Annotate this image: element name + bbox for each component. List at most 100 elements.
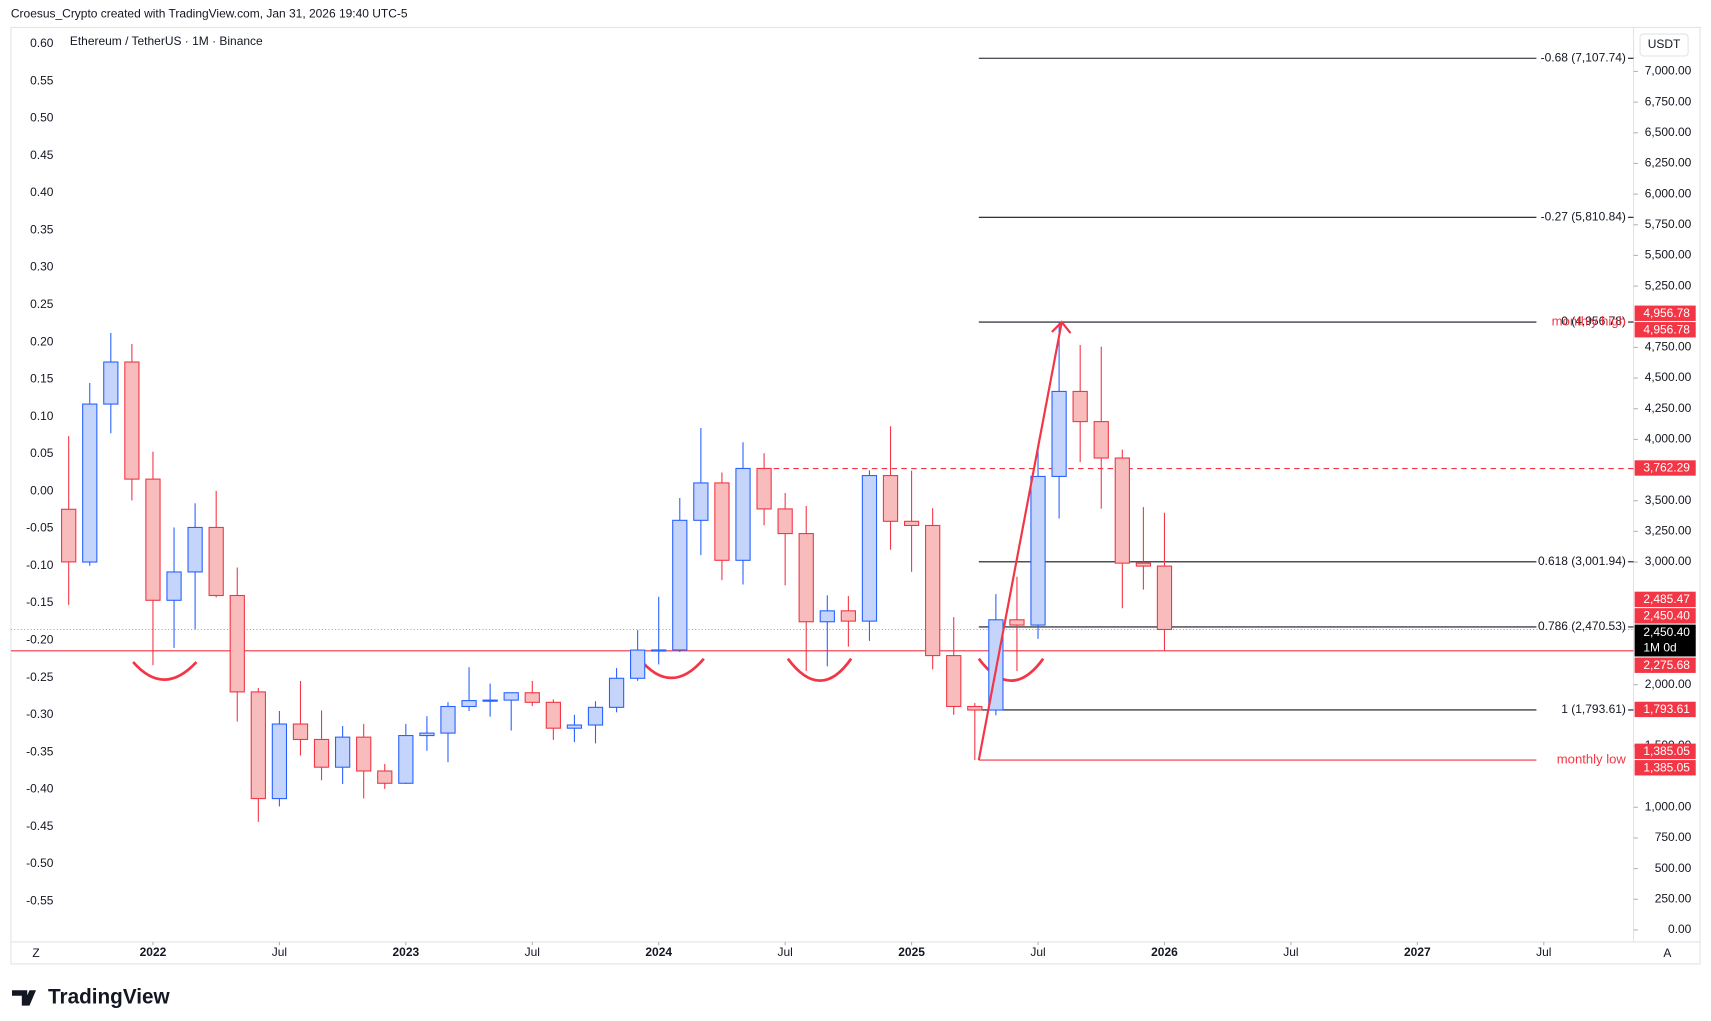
candle: [103, 332, 119, 434]
trend-arrow: [977, 321, 1063, 761]
candle-body: [461, 700, 477, 708]
y-tick-label: 250.00: [1655, 891, 1692, 905]
x-tick-label: Jul: [1030, 945, 1045, 959]
x-tick-label: 2026: [1151, 945, 1178, 959]
candle-body: [292, 723, 309, 741]
candle-body: [714, 482, 730, 561]
candle: [693, 427, 709, 556]
candle-body: [166, 571, 182, 601]
candle-body: [250, 691, 266, 800]
candle: [882, 426, 899, 550]
candle-body: [503, 692, 519, 701]
candle: [503, 692, 519, 731]
price-label: 1,385.05: [1643, 760, 1690, 774]
candle: [566, 714, 583, 743]
fib-label: -0.27 (5,810.84): [1541, 209, 1626, 223]
candle: [461, 667, 477, 712]
price-label-box: [1634, 322, 1696, 338]
price-label-box: [1634, 591, 1696, 608]
candle: [967, 703, 983, 761]
y-tick-label: 750.00: [1655, 830, 1692, 844]
candle-body: [840, 610, 857, 622]
candle-body: [356, 736, 372, 772]
x-tick-label: Jul: [1283, 945, 1298, 959]
arrow-head: [1051, 320, 1072, 334]
candle: [82, 382, 98, 566]
candle: [187, 503, 203, 630]
smile-markers: [132, 657, 1045, 683]
x-tick-label: Jul: [272, 945, 287, 959]
y-tick-label: 5,500.00: [1645, 248, 1692, 262]
fib-label: -0.68 (7,107.74): [1541, 50, 1626, 64]
candle: [587, 701, 604, 744]
price-label: 4,956.78: [1643, 306, 1690, 320]
candle: [630, 630, 646, 681]
candle: [292, 680, 309, 756]
x-tick-label: Jul: [1536, 945, 1551, 959]
annotation-label: monthly low: [1557, 752, 1627, 767]
candle: [398, 723, 414, 784]
y2-tick-label: 0.15: [30, 372, 54, 386]
candle-body: [271, 723, 288, 800]
candle-body: [229, 594, 245, 693]
price-label-box: [1634, 701, 1696, 718]
price-label: 3,762.29: [1643, 461, 1690, 475]
y2-tick-label: -0.30: [26, 707, 54, 721]
y-tick-label: 4,250.00: [1645, 401, 1692, 415]
candle-body: [524, 692, 540, 703]
price-label: 2,450.40: [1643, 609, 1690, 623]
candle-body: [903, 520, 920, 527]
price-label-box: [1634, 657, 1696, 673]
scale-button[interactable]: A: [1663, 946, 1671, 960]
logo-icon: [12, 990, 37, 1006]
price-label: 2,485.47: [1643, 592, 1690, 606]
candle: [672, 498, 688, 653]
candle: [925, 508, 941, 670]
smile-arc: [786, 657, 853, 683]
candle-body: [545, 701, 561, 729]
y-tick-label: 4,750.00: [1645, 340, 1692, 354]
candle: [208, 490, 224, 598]
price-label: 4,956.78: [1643, 322, 1690, 336]
price-label: 1,793.61: [1643, 702, 1690, 716]
candle: [545, 699, 561, 740]
y-tick-label: 5,750.00: [1645, 217, 1692, 231]
annotation-label: monthly high: [1552, 313, 1626, 328]
candle-body: [819, 610, 835, 623]
candle-body: [946, 655, 962, 708]
candle-body: [187, 526, 203, 573]
y2-tick-label: 0.55: [30, 73, 54, 87]
candle: [250, 687, 266, 822]
candle: [229, 567, 245, 722]
candle-body: [313, 738, 330, 768]
candle: [1009, 576, 1025, 672]
candle: [777, 492, 793, 586]
y-tick-label: 4,500.00: [1645, 370, 1692, 384]
x-tick-label: 2024: [645, 945, 672, 959]
y2-tick-label: -0.25: [26, 670, 54, 684]
y-tick-label: 3,250.00: [1645, 524, 1692, 538]
currency[interactable]: USDT: [1648, 37, 1681, 51]
candle: [124, 343, 140, 501]
candle: [1051, 322, 1067, 519]
candle: [166, 527, 182, 648]
candle-body: [124, 361, 140, 480]
scale-button[interactable]: Z: [32, 946, 39, 960]
candle: [356, 723, 372, 799]
candle: [608, 668, 625, 713]
y2-tick-label: -0.45: [26, 819, 54, 833]
x-tick-label: 2027: [1404, 945, 1431, 959]
candle: [524, 680, 540, 707]
price-label: 2,275.68: [1643, 658, 1690, 672]
y-tick-label: 3,500.00: [1645, 493, 1692, 507]
candle: [714, 472, 730, 581]
y-tick-label: 5,250.00: [1645, 278, 1692, 292]
y-tick-label: 6,250.00: [1645, 156, 1692, 170]
smile-arc: [977, 657, 1045, 683]
candle: [1093, 346, 1109, 509]
currency-box[interactable]: [1639, 33, 1689, 57]
y-tick-label: 6,750.00: [1645, 94, 1692, 108]
brand: TradingView: [48, 985, 170, 1008]
y2-tick-label: -0.05: [26, 521, 54, 535]
candle: [735, 442, 751, 585]
